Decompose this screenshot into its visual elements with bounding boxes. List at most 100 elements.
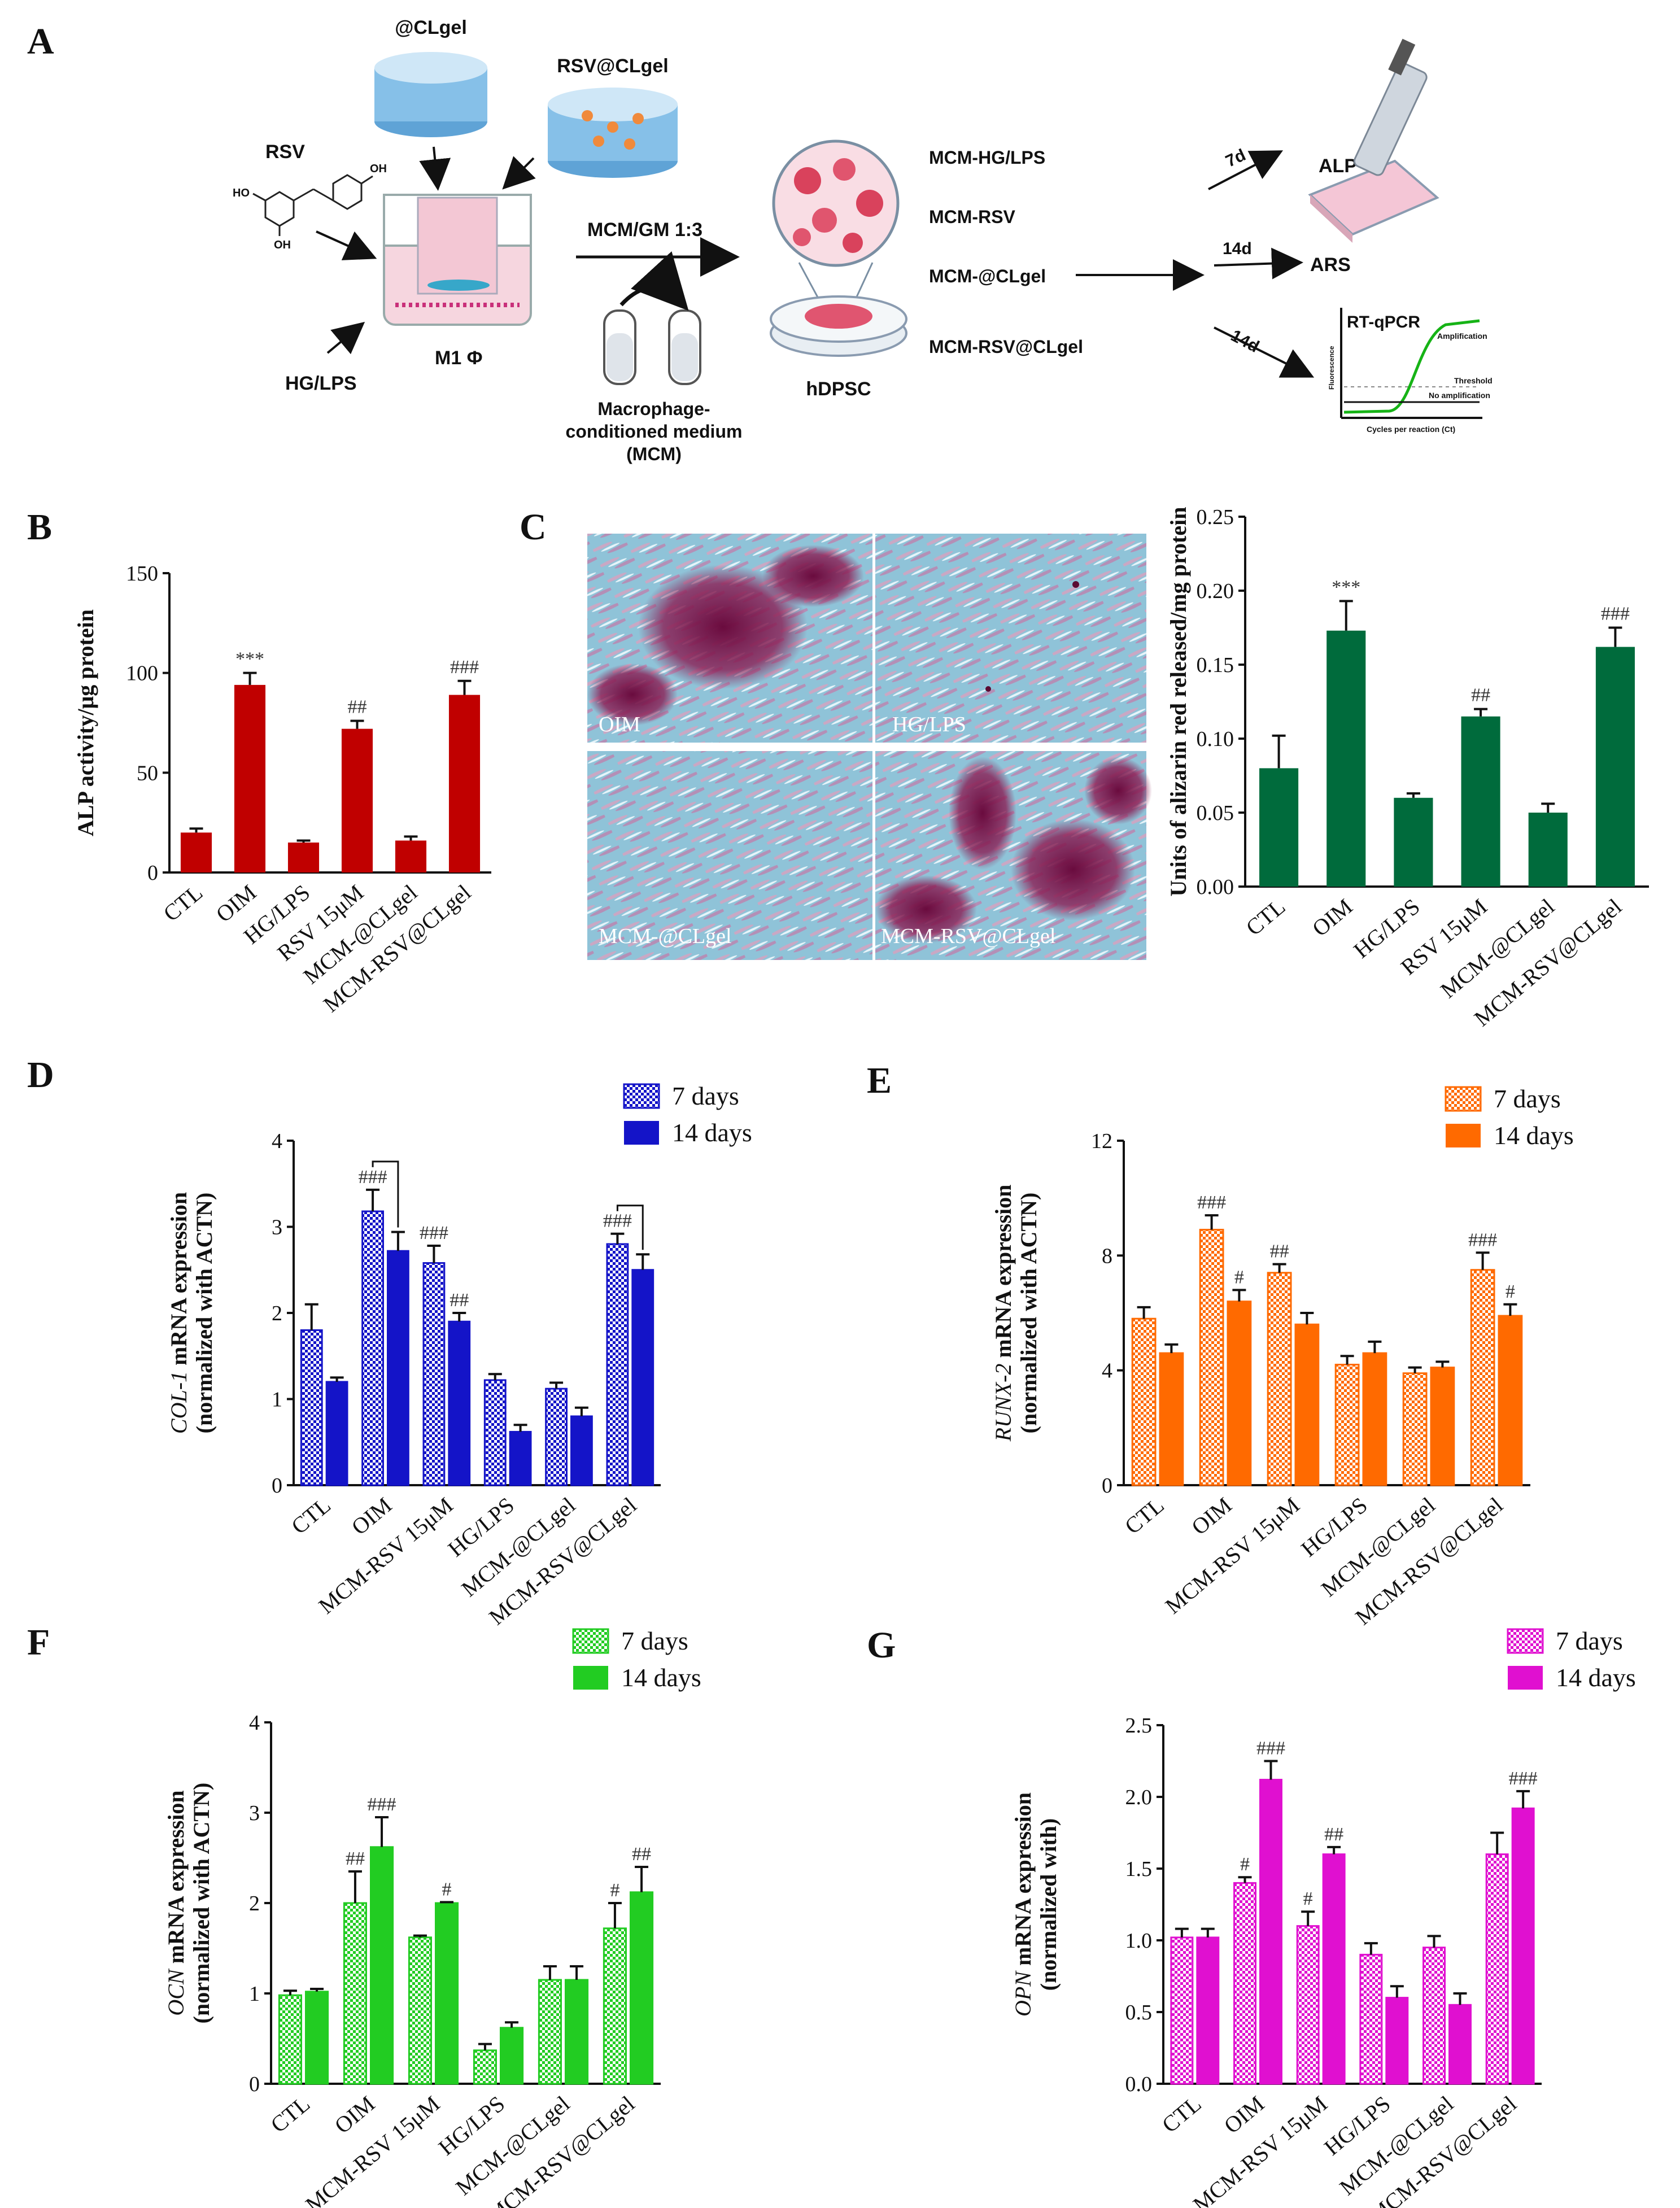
chart-d-y-tick-label: 2: [272, 1302, 282, 1325]
chart-e-significance: #: [1234, 1267, 1244, 1288]
chart-g-category-label: OIM: [1219, 2091, 1269, 2138]
chart-g-y-label-2: (normalized with): [1036, 1818, 1061, 1991]
micrograph-hglps-label: HG/LPS: [892, 713, 966, 736]
chart-g-significance: #: [1240, 1854, 1250, 1875]
chart-e-significance: ###: [1197, 1192, 1226, 1213]
chart-d-y-label-2: (normalized with ACTN): [191, 1193, 217, 1434]
chart-f-significance: #: [610, 1880, 619, 1901]
chart-b-y-tick-label: 100: [126, 662, 158, 686]
chart-c-bar: [1394, 797, 1433, 887]
chart-e-bar-14d: [1294, 1323, 1320, 1486]
chart-f-bar-7d: [408, 1936, 433, 2085]
chart-g-y-label-rest: mRNA expression: [1010, 1792, 1036, 1971]
group-label-1: MCM-HG/LPS: [929, 147, 1045, 168]
chart-e-bar-7d: [1402, 1372, 1428, 1486]
chart-e-y-tick-label: 0: [1102, 1474, 1112, 1498]
chart-f-y-tick-label: 0: [249, 2072, 260, 2096]
chart-b-bar: [395, 840, 427, 872]
chart-e-y-tick-label: 8: [1102, 1244, 1112, 1268]
chart-c-y-tick-label: 0.00: [1197, 875, 1234, 899]
panel-label-a: A: [27, 21, 54, 62]
chart-e-bar-7d: [1334, 1364, 1360, 1486]
chart-f-y-label: OCN mRNA expression: [163, 1790, 189, 2015]
chart-f-bar-7d: [473, 2049, 498, 2085]
gel-empty-illustration: [374, 52, 487, 137]
micrograph-mcm-clgel: MCM-@CLgel: [587, 751, 872, 960]
group-label-4: MCM-RSV@CLgel: [929, 337, 1083, 357]
qpcr-y-label: Fluorescence: [1328, 346, 1336, 390]
micrograph-mcm-rsv-clgel: MCM-RSV@CLgel: [875, 751, 1152, 960]
chart-e-bar-14d: [1227, 1301, 1252, 1486]
micrograph-hglps: HG/LPS: [875, 534, 1146, 743]
chart-b-y-label: ALP activity/μg protein: [73, 609, 98, 836]
chart-d-y-tick-label: 1: [272, 1388, 282, 1412]
rsv-label: RSV: [265, 141, 305, 163]
chart-e-y-label-2: (normalized with ACTN): [1016, 1193, 1041, 1434]
mcm-caption-1: Macrophage-: [597, 399, 710, 419]
chart-f-legend-14d: 14 days: [621, 1663, 701, 1692]
chart-d-bar-14d: [387, 1250, 409, 1486]
chart-g-significance: ###: [1256, 1738, 1285, 1759]
chart-f-bar-14d: [500, 2027, 524, 2085]
chart-g-legend-14d: 14 days: [1556, 1663, 1636, 1692]
chart-e-significance: ###: [1468, 1229, 1497, 1250]
chart-f-significance: #: [442, 1879, 452, 1900]
chart-b-bar: [341, 728, 373, 872]
chart-d-y-label-rest: mRNA expression: [166, 1192, 191, 1371]
chart-e-category-label: OIM: [1186, 1492, 1237, 1539]
chart-f-bar-7d: [538, 1979, 562, 2085]
ratio-label: MCM/GM 1:3: [587, 219, 702, 241]
chart-e-y-tick-label: 12: [1091, 1129, 1112, 1153]
chart-g-bar-7d: [1233, 1882, 1257, 2085]
chart-c-y-label: Units of alizarin red released/mg protei…: [1166, 507, 1191, 897]
chart-d-category-label: OIM: [347, 1492, 397, 1539]
chart-f-y-tick-label: 1: [249, 1982, 260, 2006]
micrograph-oim: OIM: [587, 534, 872, 743]
chart-d-bar-7d: [545, 1387, 568, 1486]
label-7d: 7d: [1223, 146, 1249, 171]
panel-label-c: C: [520, 507, 547, 548]
mcm-caption-2: conditioned medium: [566, 421, 743, 442]
chart-d-bracket: [372, 1160, 399, 1228]
group-label-3: MCM-@CLgel: [929, 266, 1046, 286]
rsv-oh-left: HO: [233, 187, 250, 199]
gel-rsv-label: RSV@CLgel: [557, 55, 669, 77]
qpcr-noamp-label: No amplification: [1429, 391, 1490, 400]
chart-g-bar-14d: [1511, 1807, 1535, 2085]
chart-c-y-tick-label: 0.20: [1197, 579, 1234, 603]
chart-e-significance: #: [1506, 1281, 1515, 1302]
alp-label: ALP: [1319, 155, 1357, 177]
qpcr-icon: [1340, 308, 1482, 419]
chart-c-bar: [1528, 813, 1568, 887]
arrow-rsvgel-to-well: [502, 156, 536, 190]
chart-d-y-label: COL-1 mRNA expression: [166, 1192, 191, 1434]
rsv-oh-top: OH: [370, 163, 387, 175]
chart-d-y-tick-label: 3: [272, 1216, 282, 1240]
chart-f-legend-swatch-7d: [572, 1628, 609, 1654]
chart-b-bar: [448, 695, 481, 872]
chart-g-significance: ###: [1509, 1768, 1538, 1789]
chart-f-bar-7d: [343, 1902, 368, 2085]
hdpsc-dish-icon: [770, 139, 907, 357]
chart-e-bar-7d: [1470, 1269, 1495, 1486]
arrow-14d-a: [1214, 247, 1303, 280]
rtqpcr-label: RT-qPCR: [1347, 313, 1420, 331]
mcm-caption-3: (MCM): [626, 444, 682, 464]
chart-f-y-tick-label: 2: [249, 1892, 260, 1915]
chart-e-bar-14d: [1430, 1367, 1455, 1486]
label-14d-a: 14d: [1223, 239, 1252, 258]
panel-label-g: G: [867, 1625, 896, 1666]
chart-c-bar: [1595, 647, 1635, 887]
chart-g-significance: ##: [1324, 1824, 1343, 1845]
m1-label: M1 Φ: [435, 347, 483, 369]
chart-g-gene-name: OPN: [1010, 1970, 1036, 2017]
micrograph-mcm-rsv-clgel-label: MCM-RSV@CLgel: [881, 924, 1055, 948]
chart-g-y-tick-label: 0.0: [1125, 2072, 1153, 2096]
chart-f-significance: ###: [368, 1794, 396, 1815]
chart-g-bar-7d: [1359, 1953, 1383, 2085]
chart-c-bar: [1461, 716, 1500, 887]
chart-g-bar-14d: [1322, 1853, 1346, 2085]
